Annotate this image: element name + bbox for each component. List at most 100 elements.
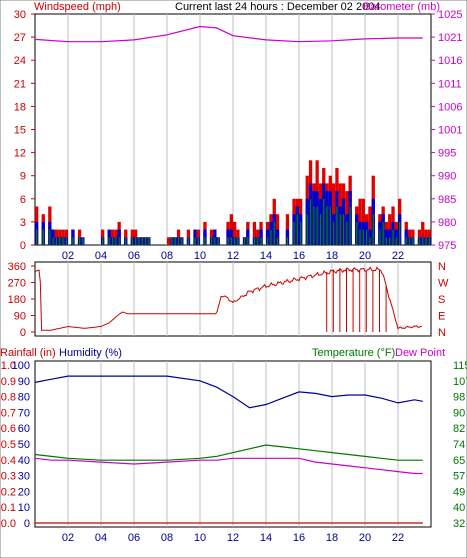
humidity-x-tick-label: 20 xyxy=(359,532,371,544)
barometer-tick-label: 1011 xyxy=(438,78,462,90)
wind-average-bar xyxy=(293,221,295,245)
rainfall-tick-label: 0.7 xyxy=(1,407,16,419)
wind-average-bar xyxy=(65,237,67,245)
wind-average-bar xyxy=(135,237,137,245)
wind-speed-tick-label: 9 xyxy=(20,171,26,183)
temperature-tick-label: 107 xyxy=(453,376,467,388)
wind-average-bar xyxy=(379,229,381,245)
wind-average-bar xyxy=(316,206,318,245)
rainfall-tick-label: 0.1 xyxy=(1,502,16,514)
humidity-tick-label: 0 xyxy=(24,518,30,530)
barometer-tick-label: 1016 xyxy=(438,55,462,67)
barometer-tick-label: 995 xyxy=(438,148,456,160)
wind-average-bar xyxy=(405,237,407,245)
barometer-tick-label: 990 xyxy=(438,171,456,183)
humidity-x-tick-label: 18 xyxy=(326,532,338,544)
wind-speed-tick-label: 18 xyxy=(14,101,26,113)
humidity-tick-label: 90 xyxy=(18,376,30,388)
wind-average-bar xyxy=(55,237,58,245)
rainfall-axis-ticks: 0.0 0.1 0.2 0.3 0.4 0.5 0.6 0.7 0.8 0.9 1.0 xyxy=(1,360,16,530)
humidity-tick-label: 10 xyxy=(18,502,30,514)
temperature-tick-label: 40 xyxy=(453,502,465,514)
direction-compass-label: N xyxy=(438,327,446,339)
temperature-label: Temperature (°F) xyxy=(312,347,395,359)
wind-speed-bar xyxy=(368,206,372,245)
temperature-tick-label: 65 xyxy=(453,455,465,467)
wind-speed-tick-label: 27 xyxy=(14,32,26,44)
humidity-x-tick-label: 04 xyxy=(95,532,107,544)
wind-average-bar xyxy=(408,237,411,245)
wind-average-bar xyxy=(148,237,150,245)
wind-average-bar xyxy=(372,214,374,245)
wind-average-bar xyxy=(356,221,358,245)
wind-average-bar xyxy=(257,237,259,245)
temperature-tick-label: 74 xyxy=(453,439,465,451)
wind-speed-tick-label: 21 xyxy=(14,78,26,90)
wind-average-bar xyxy=(399,221,401,245)
wind-average-bar xyxy=(214,237,216,245)
wind-average-bar xyxy=(428,237,430,245)
wind-average-bar xyxy=(270,229,272,245)
wind-average-bar xyxy=(174,237,176,245)
wind-x-tick-label: 18 xyxy=(326,250,338,262)
wind-average-bar xyxy=(52,237,54,245)
wind-x-tick-label: 22 xyxy=(392,250,404,262)
wind-average-bar xyxy=(418,237,421,245)
wind-average-bar xyxy=(247,237,249,245)
wind-average-bar xyxy=(395,237,397,245)
wind-average-bar xyxy=(59,237,61,245)
wind-average-bar xyxy=(217,237,219,245)
rainfall-tick-label: 0.3 xyxy=(1,471,16,483)
wind-average-bar xyxy=(237,237,239,245)
wind-average-bar xyxy=(187,237,190,245)
humidity-tick-label: 100 xyxy=(12,360,30,372)
wind-x-tick-label: 02 xyxy=(62,250,74,262)
direction-compass-label: S xyxy=(438,294,445,306)
wind-average-bar xyxy=(276,237,279,245)
wind-x-tick-label: 10 xyxy=(194,250,206,262)
wind-average-bar xyxy=(82,237,84,245)
humidity-x-tick-label: 22 xyxy=(392,532,404,544)
barometer-label: Barometer (mb) xyxy=(363,1,440,13)
wind-average-bar xyxy=(313,206,315,245)
humidity-x-tick-label: 06 xyxy=(128,532,140,544)
wind-average-bar xyxy=(349,206,351,245)
wind-speed-label: Windspeed (mph) xyxy=(34,1,121,13)
wind-speed-bar xyxy=(233,221,237,245)
wind-average-bar xyxy=(181,237,183,245)
wind-x-tick-label: 04 xyxy=(95,250,107,262)
wind-average-bar xyxy=(286,237,289,245)
rainfall-tick-label: 0.6 xyxy=(1,423,16,435)
wind-average-bar xyxy=(392,229,394,245)
wind-average-bar xyxy=(49,229,51,245)
wind-average-bar xyxy=(296,214,298,245)
rainfall-tick-label: 0.5 xyxy=(1,439,16,451)
direction-degree-label: 360 xyxy=(8,261,26,273)
temperature-tick-label: 49 xyxy=(453,486,465,498)
humidity-tick-label: 20 xyxy=(18,486,30,498)
humidity-x-tick-label: 12 xyxy=(227,532,239,544)
humidity-label: Humidity (%) xyxy=(59,347,122,359)
wind-average-bar xyxy=(171,237,173,245)
barometer-axis-ticks: 975 980 985 990 995 1001 1006 1011 1016 1021 1025 xyxy=(431,9,462,252)
wind-average-bar xyxy=(323,198,325,245)
barometer-tick-label: 1001 xyxy=(438,125,462,137)
wind-average-bar xyxy=(326,206,328,245)
barometer-tick-label: 985 xyxy=(438,194,456,206)
wind-average-bar xyxy=(243,237,246,245)
rainfall-tick-label: 0.0 xyxy=(1,518,16,530)
wind-average-bar xyxy=(329,206,331,245)
wind-average-bar xyxy=(177,237,180,245)
wind-average-bar xyxy=(102,237,104,245)
wind-average-bar xyxy=(62,237,64,245)
wind-x-tick-label: 14 xyxy=(260,250,272,262)
humidity-x-tick-label: 10 xyxy=(194,532,206,544)
wind-x-tick-label: 06 xyxy=(128,250,140,262)
wind-average-bar xyxy=(267,237,269,245)
wind-average-bar xyxy=(319,214,322,245)
wind-average-bar xyxy=(108,237,110,245)
barometer-tick-label: 975 xyxy=(438,240,456,252)
wind-speed-tick-label: 30 xyxy=(14,9,26,21)
wind-x-axis-ticks: 02 04 06 08 10 12 14 16 18 20 22 xyxy=(62,250,404,262)
